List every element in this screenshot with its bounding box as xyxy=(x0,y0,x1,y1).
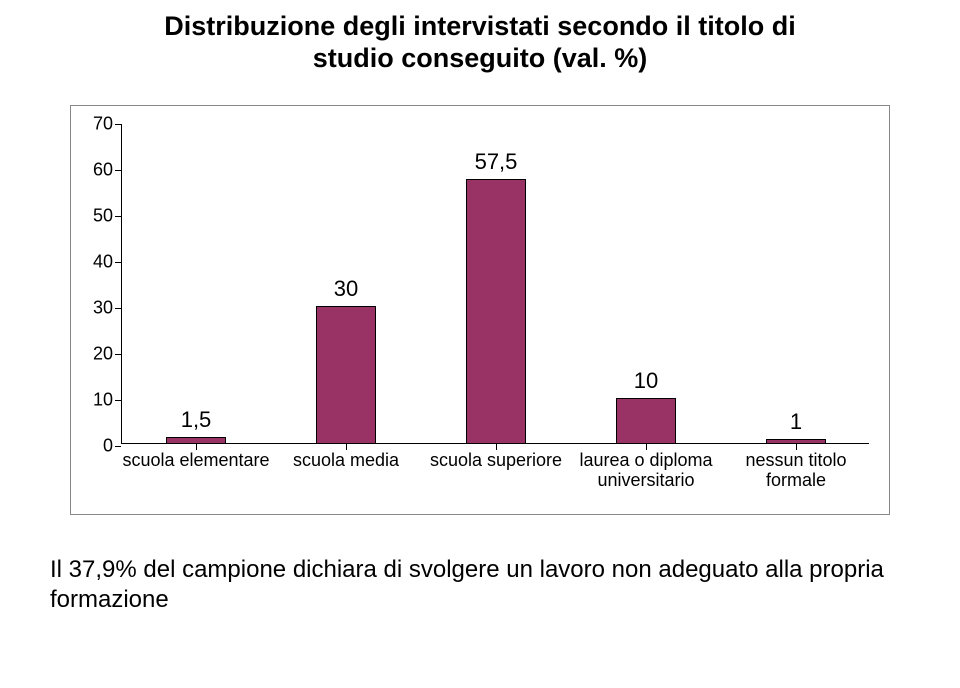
x-axis-label: nessun titolo formale xyxy=(721,444,871,491)
x-axis-label: scuola superiore xyxy=(421,444,571,471)
y-axis-label: 0 xyxy=(103,435,121,456)
y-axis-label: 70 xyxy=(93,113,121,134)
x-axis-label: scuola elementare xyxy=(121,444,271,471)
y-axis-label: 30 xyxy=(93,297,121,318)
bar xyxy=(316,306,376,444)
y-axis-label: 40 xyxy=(93,251,121,272)
y-axis-label: 20 xyxy=(93,343,121,364)
bar-value-label: 1 xyxy=(736,409,856,435)
chart-title-line2: studio conseguito (val. %) xyxy=(40,42,920,74)
bar xyxy=(616,398,676,444)
x-axis-label: laurea o diploma universitario xyxy=(571,444,721,491)
y-axis-label: 60 xyxy=(93,159,121,180)
chart-title-line1: Distribuzione degli intervistati secondo… xyxy=(40,10,920,42)
x-axis-label: scuola media xyxy=(271,444,421,471)
chart-title: Distribuzione degli intervistati secondo… xyxy=(40,10,920,75)
chart-frame: 0 10 20 30 40 50 60 70 1,5 scuola elementare 30 scu… xyxy=(70,105,890,515)
y-axis-label: 50 xyxy=(93,205,121,226)
plot-area: 0102030405060701,5scuola elementare30scu… xyxy=(121,124,869,444)
footer-text: Il 37,9% del campione dichiara di svolge… xyxy=(50,555,910,615)
bar xyxy=(466,179,526,444)
y-axis-label: 10 xyxy=(93,389,121,410)
bar-value-label: 57,5 xyxy=(436,149,556,175)
y-axis xyxy=(121,124,122,444)
bar-value-label: 30 xyxy=(286,276,406,302)
bar-value-label: 1,5 xyxy=(136,407,256,433)
bar-value-label: 10 xyxy=(586,368,706,394)
bar xyxy=(166,437,226,444)
